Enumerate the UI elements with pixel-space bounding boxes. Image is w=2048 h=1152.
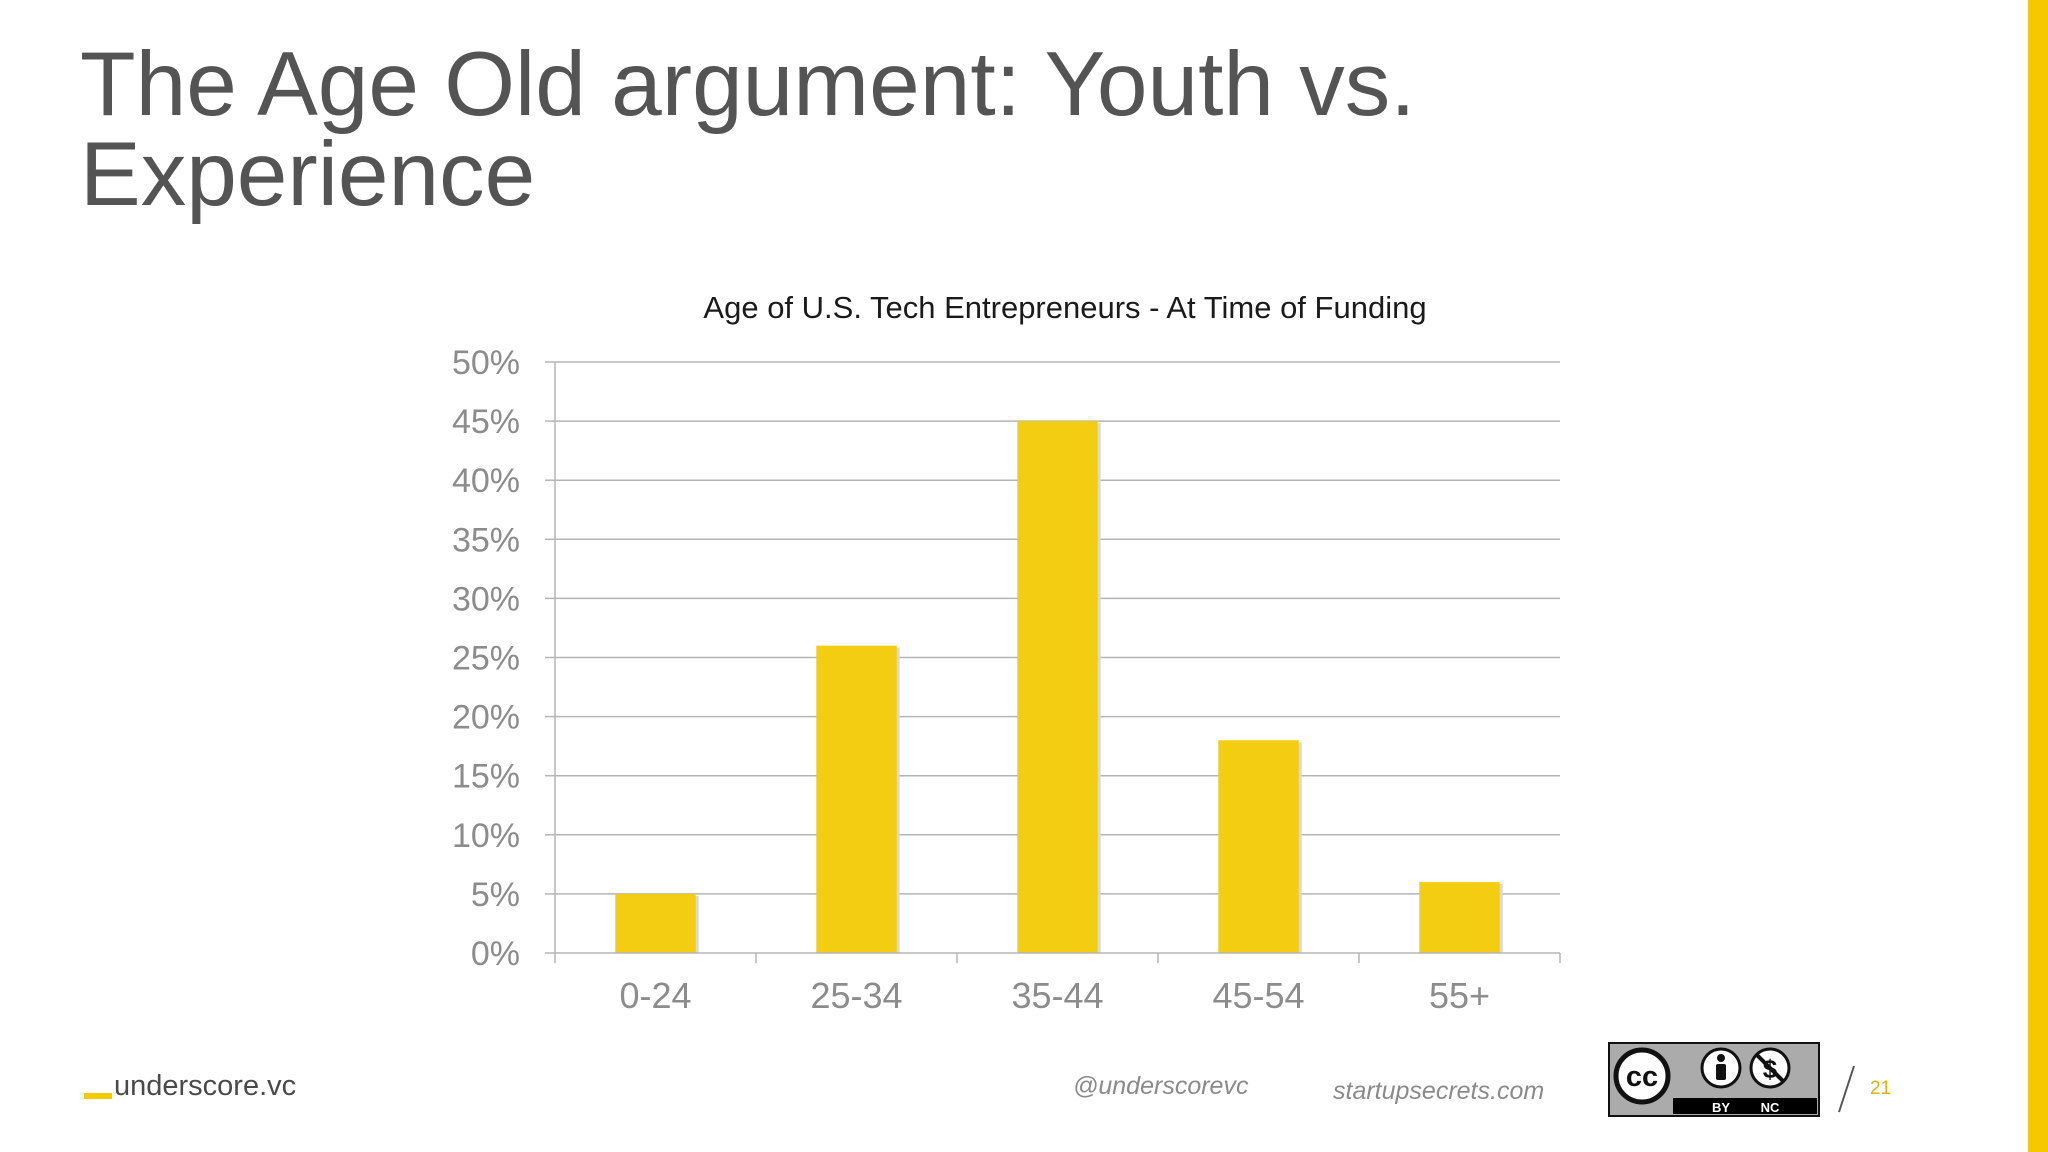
x-tick-label: 0-24 [619, 975, 691, 1016]
y-tick-label: 20% [452, 699, 520, 737]
cc-nc-label: NC [1761, 1100, 1780, 1115]
footer-brand: underscore.vc [84, 1070, 296, 1103]
cc-by-label: BY [1712, 1100, 1730, 1115]
page-number: 21 [1870, 1078, 1892, 1099]
x-tick-label: 35-44 [1011, 975, 1103, 1016]
footer-site: startupsecrets.com [1333, 1077, 1545, 1105]
svg-text:cc: cc [1626, 1061, 1658, 1093]
y-tick-label: 0% [471, 935, 520, 973]
y-tick-label: 15% [452, 758, 520, 796]
x-tick-label: 25-34 [810, 975, 902, 1016]
x-axis [554, 362, 1561, 963]
y-tick-label: 40% [452, 462, 520, 500]
bar-25-34 [816, 645, 897, 953]
bar-35-44 [1017, 421, 1098, 954]
footer-handle: @underscorevc [1073, 1072, 1249, 1100]
y-tick-label: 5% [471, 876, 520, 914]
y-tick-label: 45% [452, 403, 520, 441]
y-axis-ticks: 0% 5% 10% 15% 20% 25% 30% 35% 40% 45% 50% [452, 344, 520, 973]
y-tick-label: 10% [452, 817, 520, 855]
chart-title: Age of U.S. Tech Entrepreneurs - At Time… [703, 290, 1426, 325]
bar-45-54 [1218, 740, 1299, 953]
y-tick-label: 30% [452, 580, 520, 618]
y-tick-label: 25% [452, 640, 520, 678]
slide-title: The Age Old argument: Youth vs. Experien… [80, 34, 1416, 225]
x-tick-label: 45-54 [1212, 975, 1304, 1016]
brand-underscore-mark [84, 1093, 112, 1099]
bar-0-24 [615, 893, 696, 953]
cc-by-nc-icon: cc $ BY NC [1608, 1042, 1820, 1117]
brand-name: underscore.vc [114, 1070, 297, 1102]
bar-chart: Age of U.S. Tech Entrepreneurs - At Time… [452, 290, 1561, 1016]
page-slash-divider [1838, 1065, 1855, 1113]
x-axis-ticks: 0-24 25-34 35-44 45-54 55+ [619, 975, 1490, 1016]
bar-55+ [1419, 882, 1500, 953]
y-tick-label: 35% [452, 521, 520, 559]
accent-bar [2028, 0, 2048, 1152]
x-tick-label: 55+ [1429, 975, 1490, 1016]
chart-bars [615, 421, 1503, 954]
y-tick-label: 50% [452, 344, 520, 382]
